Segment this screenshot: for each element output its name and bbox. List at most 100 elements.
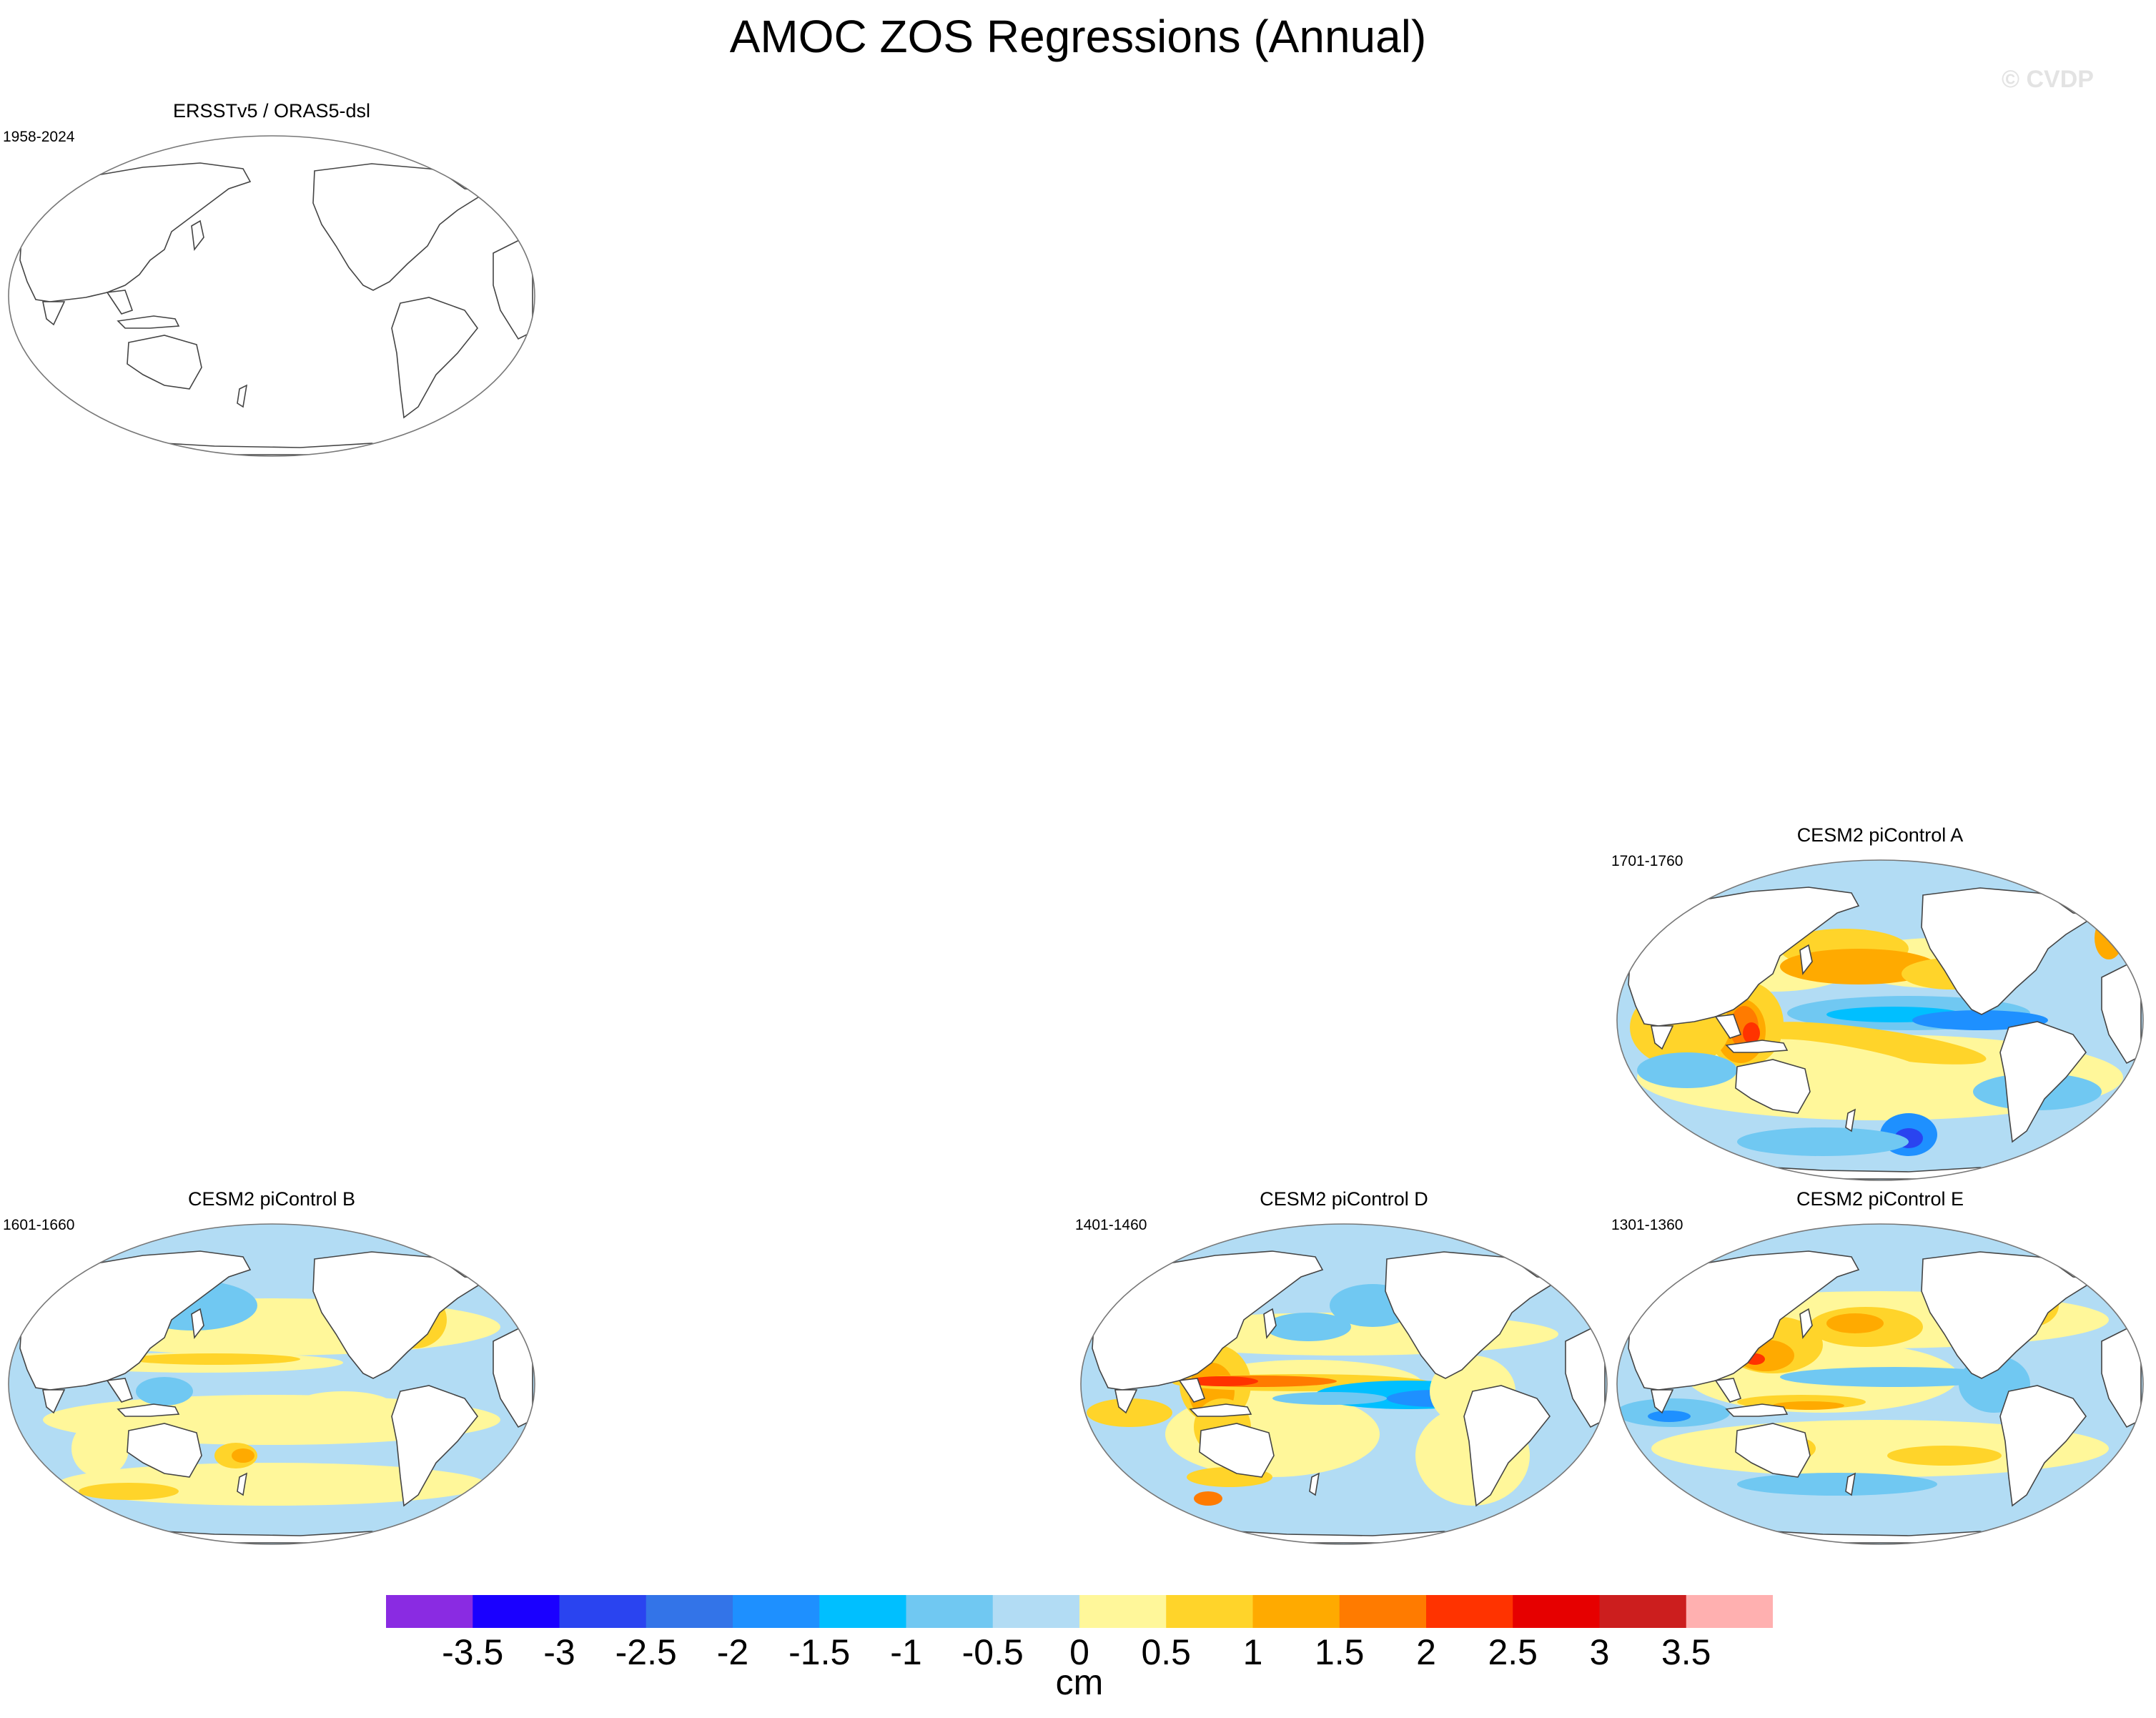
colorbar-tick-label: 2.5 <box>1488 1632 1538 1672</box>
colorbar-units: cm <box>1055 1662 1104 1702</box>
world-map <box>1616 1223 2144 1545</box>
regression-contour <box>1187 1376 1258 1386</box>
colorbar-swatch <box>1166 1595 1253 1628</box>
coastline-newzealand <box>1845 1472 1856 1496</box>
regression-contour <box>1637 1052 1737 1088</box>
regression-contour <box>1887 1446 2002 1466</box>
colorbar-tick-label: 2 <box>1416 1632 1436 1672</box>
panel-period: 1958-2024 <box>3 129 75 145</box>
regression-contour <box>1912 1010 2048 1030</box>
world-map <box>8 135 535 457</box>
colorbar-swatch <box>1686 1595 1773 1628</box>
coastline-japan <box>191 1308 204 1340</box>
panel-title: CESM2 piControl B <box>187 1188 356 1210</box>
coastline-india <box>1651 1389 1674 1414</box>
colorbar-swatch <box>559 1595 647 1628</box>
regression-contour <box>1737 1127 1909 1156</box>
coastline-indonesia <box>1725 1403 1789 1417</box>
panel-title: ERSSTv5 / ORAS5-dsl <box>172 100 371 122</box>
panel-cesm2-d: CESM2 piControl D 1401-1460 <box>1072 1188 1616 1560</box>
coastline-indonesia <box>1189 1403 1252 1417</box>
coastline-india <box>42 1389 66 1414</box>
coastline-indonesia <box>117 1403 180 1417</box>
map-boundary <box>1616 1223 2144 1545</box>
regression-contour <box>1265 1313 1351 1341</box>
coastline-samerica <box>1999 1021 2087 1143</box>
regression-contour <box>1737 1473 1937 1496</box>
map-boundary <box>8 1223 535 1545</box>
world-map <box>1616 859 2144 1181</box>
panel-title: CESM2 piControl E <box>1796 1188 1964 1210</box>
colorbar-tick-label: 0 <box>1069 1632 1089 1672</box>
regression-contour <box>1759 1022 1987 1065</box>
regression-contour <box>1780 1367 2009 1387</box>
coastline-australia <box>1735 1059 1811 1114</box>
colorbar-swatch <box>1426 1595 1513 1628</box>
regression-contour <box>1648 1411 1691 1422</box>
panel-cesm2-a: CESM2 piControl A 1701-1760 <box>1608 824 2152 1196</box>
regression-contour <box>1766 1039 1922 1073</box>
regression-contour <box>71 1420 129 1477</box>
map-boundary <box>1080 1223 1608 1545</box>
coastline-seasia <box>1178 1378 1206 1403</box>
colorbar-tick-label: -2 <box>716 1632 749 1672</box>
panel-period: 1301-1360 <box>1611 1217 1683 1233</box>
regression-contour <box>1780 949 1937 984</box>
coastline-japan <box>1799 1308 1813 1340</box>
colorbar-swatch <box>473 1595 560 1628</box>
coastline-eurasia <box>1628 887 1860 1027</box>
coastline-newzealand <box>1309 1472 1320 1496</box>
colorbar-swatch <box>646 1595 733 1628</box>
regression-contour <box>232 1448 254 1463</box>
colorbar-tick-label: 1.5 <box>1314 1632 1365 1672</box>
regression-contour <box>1087 1398 1172 1427</box>
panel-period: 1701-1760 <box>1611 853 1683 869</box>
world-map <box>1080 1223 1608 1545</box>
coastline-japan <box>1263 1308 1277 1340</box>
coastline-eurasia <box>1628 1250 1860 1391</box>
coastline-australia <box>1735 1423 1811 1478</box>
colorbar-tick-label: 3 <box>1589 1632 1610 1672</box>
colorbar-tick-label: -2.5 <box>615 1632 677 1672</box>
colorbar <box>386 1595 1773 1628</box>
colorbar-swatch <box>1339 1595 1427 1628</box>
coastline-india <box>42 301 66 326</box>
coastline-seasia <box>106 290 134 315</box>
coastline-newzealand <box>1845 1108 1856 1132</box>
coastline-indonesia <box>1725 1040 1789 1053</box>
regression-contour <box>1773 1401 1844 1410</box>
coastline-samerica <box>391 297 479 419</box>
colorbar-tick-label: -3.5 <box>442 1632 504 1672</box>
coastline-seasia <box>1714 1014 1742 1039</box>
regression-contour <box>136 1377 193 1406</box>
panel-observations: ERSSTv5 / ORAS5-dsl 1958-2024 <box>0 100 543 472</box>
colorbar-swatch <box>1079 1595 1167 1628</box>
colorbar-tick-label: -1 <box>890 1632 922 1672</box>
regression-contour <box>79 1483 179 1500</box>
coastline-newzealand <box>237 384 248 408</box>
figure-title: AMOC ZOS Regressions (Annual) <box>729 11 1427 62</box>
coastline-eurasia <box>1092 1250 1324 1391</box>
colorbar-swatch <box>386 1595 473 1628</box>
panel-cesm2-e: CESM2 piControl E 1301-1360 <box>1608 1188 2152 1560</box>
regression-contour <box>1194 1491 1222 1506</box>
colorbar-swatch <box>819 1595 906 1628</box>
coastline-samerica <box>1999 1385 2087 1507</box>
coastline-seasia <box>106 1378 134 1403</box>
panel-title: CESM2 piControl A <box>1796 824 1964 846</box>
regression-contour <box>129 1353 300 1365</box>
colorbar-tick-label: 0.5 <box>1141 1632 1191 1672</box>
panel-period: 1401-1460 <box>1075 1217 1147 1233</box>
coastline-india <box>1114 1389 1138 1414</box>
coastline-australia <box>127 335 202 390</box>
panel-cesm2-b: CESM2 piControl B 1601-1660 <box>0 1188 543 1560</box>
colorbar-swatch <box>906 1595 994 1628</box>
coastline-japan <box>191 219 204 252</box>
coastline-india <box>1651 1025 1674 1050</box>
cvdp-watermark: © CVDP <box>2002 66 2094 93</box>
coastline-newzealand <box>237 1472 248 1496</box>
colorbar-swatch <box>1513 1595 1600 1628</box>
coastline-indonesia <box>117 315 180 329</box>
panel-period: 1601-1660 <box>3 1217 75 1233</box>
coastline-eurasia <box>19 162 252 302</box>
